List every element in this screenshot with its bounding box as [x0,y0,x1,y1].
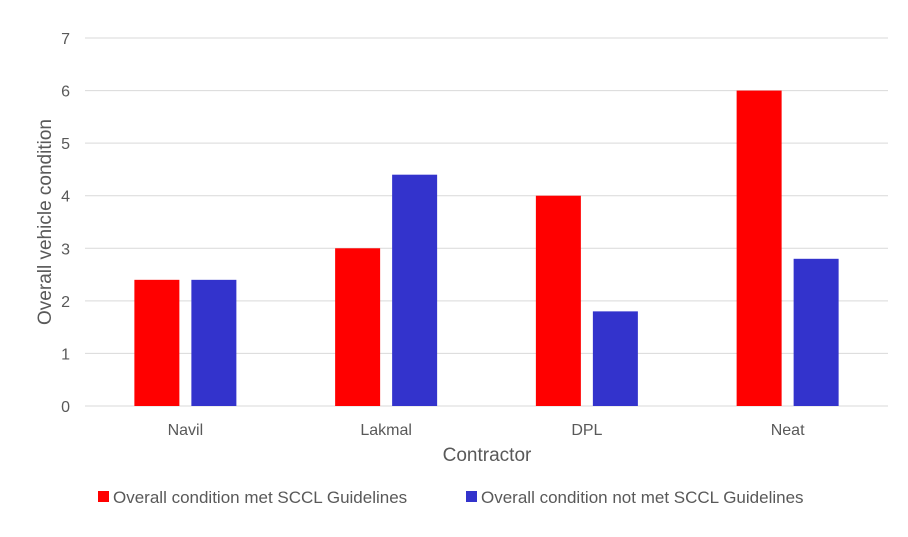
bar-navil-series-1 [134,279,180,406]
legend-item-not-met: Overall condition not met SCCL Guideline… [466,488,804,507]
y-axis-title: Overall vehicle condition [35,119,56,325]
bar-neat-series-1 [736,90,782,407]
y-tick-label: 7 [61,31,70,48]
legend-swatch-not-met [466,491,477,502]
legend-swatch-met [98,491,109,502]
x-tick-label: Lakmal [360,422,412,439]
y-tick-label: 4 [61,189,70,206]
bar-dpl-series-1 [535,195,581,406]
x-axis-ticks: Navil Lakmal DPL Neat [168,422,805,439]
y-tick-label: 5 [61,136,70,153]
x-tick-label: Navil [168,422,204,439]
bars [134,90,839,407]
legend-label-met: Overall condition met SCCL Guidelines [113,488,407,507]
bar-lakmal-series-2 [392,174,438,406]
y-tick-label: 1 [61,346,70,363]
bar-neat-series-2 [793,258,839,406]
legend-item-met: Overall condition met SCCL Guidelines [98,488,407,507]
bar-dpl-series-2 [592,311,638,406]
legend: Overall condition met SCCL Guidelines Ov… [98,488,804,507]
bar-navil-series-2 [191,279,237,406]
x-tick-label: Neat [771,422,805,439]
legend-label-not-met: Overall condition not met SCCL Guideline… [481,488,804,507]
y-tick-label: 3 [61,241,70,258]
x-axis-title: Contractor [443,445,532,466]
bar-lakmal-series-1 [335,248,381,406]
x-tick-label: DPL [571,422,602,439]
y-axis-ticks: 0 1 2 3 4 5 6 7 [61,31,70,416]
y-tick-label: 6 [61,84,70,101]
y-tick-label: 0 [61,399,70,416]
y-tick-label: 2 [61,294,70,311]
